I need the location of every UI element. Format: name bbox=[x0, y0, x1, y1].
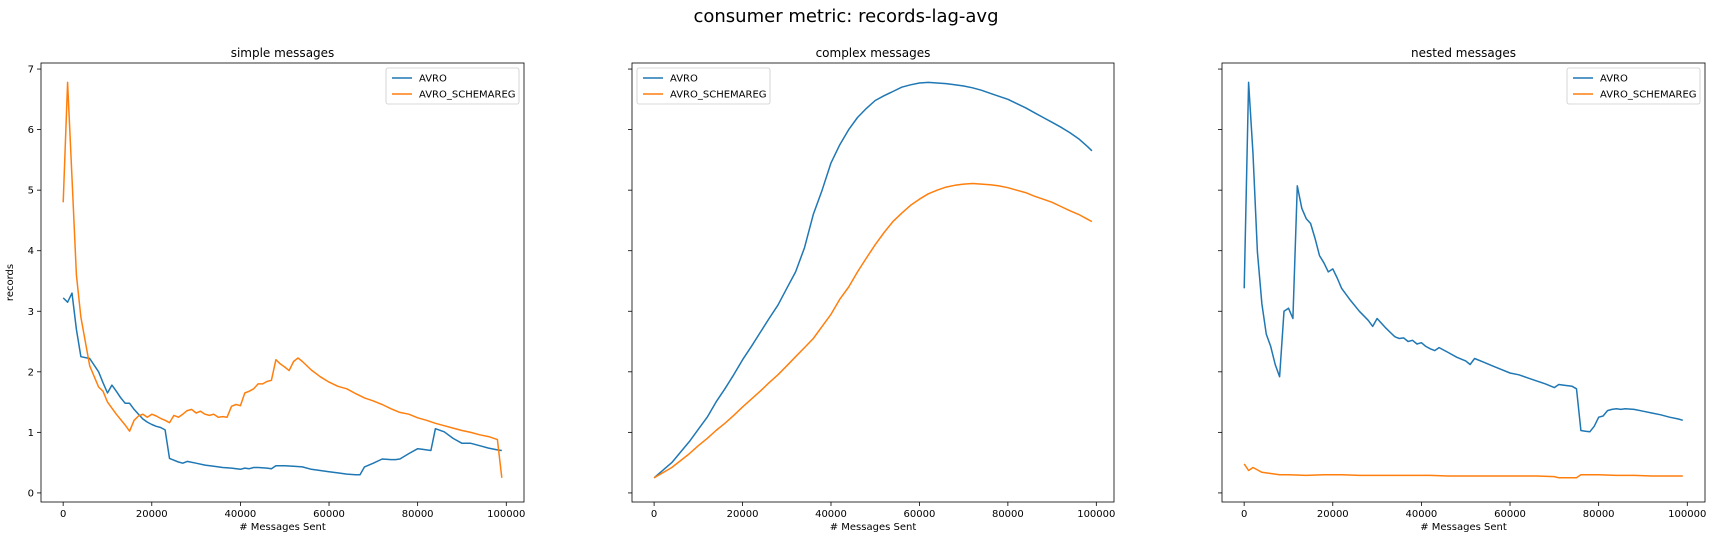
series-line-avro-schemareg bbox=[1243, 463, 1683, 479]
y-axis-label: records bbox=[5, 264, 16, 301]
subplot-title: simple messages bbox=[231, 46, 335, 60]
x-tick-label: 0 bbox=[651, 509, 657, 520]
x-tick-label: 60000 bbox=[313, 509, 345, 520]
legend-label: AVRO bbox=[1600, 74, 1628, 85]
x-tick-label: 100000 bbox=[1668, 509, 1706, 520]
x-axis-label: # Messages Sent bbox=[1420, 522, 1507, 533]
legend-label: AVRO_SCHEMAREG bbox=[419, 90, 516, 101]
series-line-avro-schemareg bbox=[62, 81, 503, 478]
series-line-avro bbox=[1243, 81, 1684, 433]
x-tick-label: 20000 bbox=[136, 509, 168, 520]
series-line-avro bbox=[653, 81, 1093, 479]
y-tick-label: 7 bbox=[28, 65, 34, 76]
x-tick-label: 0 bbox=[1241, 509, 1247, 520]
y-tick-label: 5 bbox=[28, 186, 34, 197]
x-tick-label: 80000 bbox=[992, 509, 1024, 520]
y-tick-label: 1 bbox=[28, 428, 34, 439]
x-axis-label: # Messages Sent bbox=[830, 522, 917, 533]
legend-box bbox=[385, 67, 520, 105]
legend-label: AVRO bbox=[670, 74, 698, 85]
x-tick-label: 0 bbox=[60, 509, 66, 520]
legend-label: AVRO_SCHEMAREG bbox=[1600, 90, 1697, 101]
x-tick-label: 60000 bbox=[1494, 509, 1526, 520]
series-line-avro bbox=[62, 292, 502, 476]
x-axis-label: # Messages Sent bbox=[239, 522, 326, 533]
x-tick-label: 60000 bbox=[904, 509, 936, 520]
x-tick-label: 40000 bbox=[1405, 509, 1437, 520]
legend: AVRO AVRO_SCHEMAREG bbox=[1566, 67, 1701, 105]
plot-frame bbox=[40, 62, 525, 503]
x-tick-label: 100000 bbox=[487, 509, 525, 520]
subplot-title: complex messages bbox=[816, 46, 931, 60]
subplot-2: 0 20000 40000 60000 80000 100000 complex messa… bbox=[628, 46, 1115, 533]
subplot-3: 0 20000 40000 60000 80000 100000 nested messag… bbox=[1218, 46, 1706, 533]
legend-label: AVRO_SCHEMAREG bbox=[670, 90, 767, 101]
y-tick-label: 3 bbox=[28, 307, 34, 318]
legend: AVRO AVRO_SCHEMAREG bbox=[385, 67, 520, 105]
subplot-title: nested messages bbox=[1411, 46, 1516, 60]
figure-title: consumer metric: records-lag-avg bbox=[693, 6, 998, 27]
x-tick-label: 20000 bbox=[1317, 509, 1349, 520]
plot-frame bbox=[631, 62, 1115, 503]
x-tick-label: 40000 bbox=[224, 509, 256, 520]
x-tick-label: 40000 bbox=[815, 509, 847, 520]
legend-box bbox=[1566, 67, 1701, 105]
y-tick-label: 6 bbox=[28, 125, 34, 136]
x-tick-label: 20000 bbox=[727, 509, 759, 520]
legend-label: AVRO bbox=[419, 74, 447, 85]
x-tick-label: 100000 bbox=[1077, 509, 1115, 520]
legend: AVRO AVRO_SCHEMAREG bbox=[636, 67, 771, 105]
y-tick-label: 4 bbox=[28, 246, 34, 257]
y-tick-label: 0 bbox=[28, 488, 34, 499]
x-tick-label: 80000 bbox=[402, 509, 434, 520]
legend-box bbox=[636, 67, 771, 105]
y-tick-label: 2 bbox=[28, 367, 34, 378]
x-tick-label: 80000 bbox=[1583, 509, 1615, 520]
subplot-1: 0 20000 40000 60000 80000 100000 0 1 2 3 4 5 6 7 simpl… bbox=[5, 46, 525, 533]
plot-frame bbox=[1221, 62, 1706, 503]
series-line-avro-schemareg bbox=[653, 182, 1093, 479]
